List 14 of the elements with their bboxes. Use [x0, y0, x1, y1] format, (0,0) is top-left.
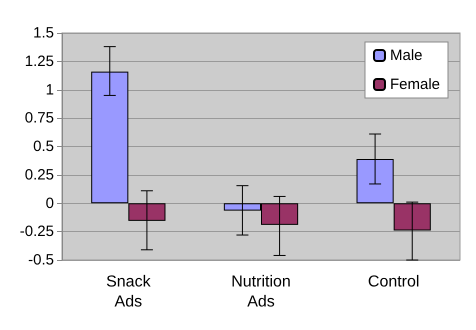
y-tick-label: -0.5: [28, 252, 54, 268]
x-tick-label: Nutrition Ads: [231, 274, 291, 310]
y-tick-label: 0.5: [33, 138, 54, 155]
y-tick-label: 1.5: [33, 24, 54, 42]
y-tick-label: 0.25: [24, 166, 54, 184]
x-tick-label: Snack Ads: [106, 274, 152, 310]
legend-label: Female: [390, 76, 440, 93]
x-tick-label: Control: [368, 274, 420, 290]
y-tick-label: 0.75: [24, 110, 54, 127]
y-tick-label: 1: [46, 81, 54, 98]
y-tick-label: 1.25: [24, 52, 54, 70]
y-tick-label: 0: [46, 194, 54, 212]
y-tick-label: -0.25: [20, 223, 54, 240]
legend-label: Male: [390, 47, 422, 64]
